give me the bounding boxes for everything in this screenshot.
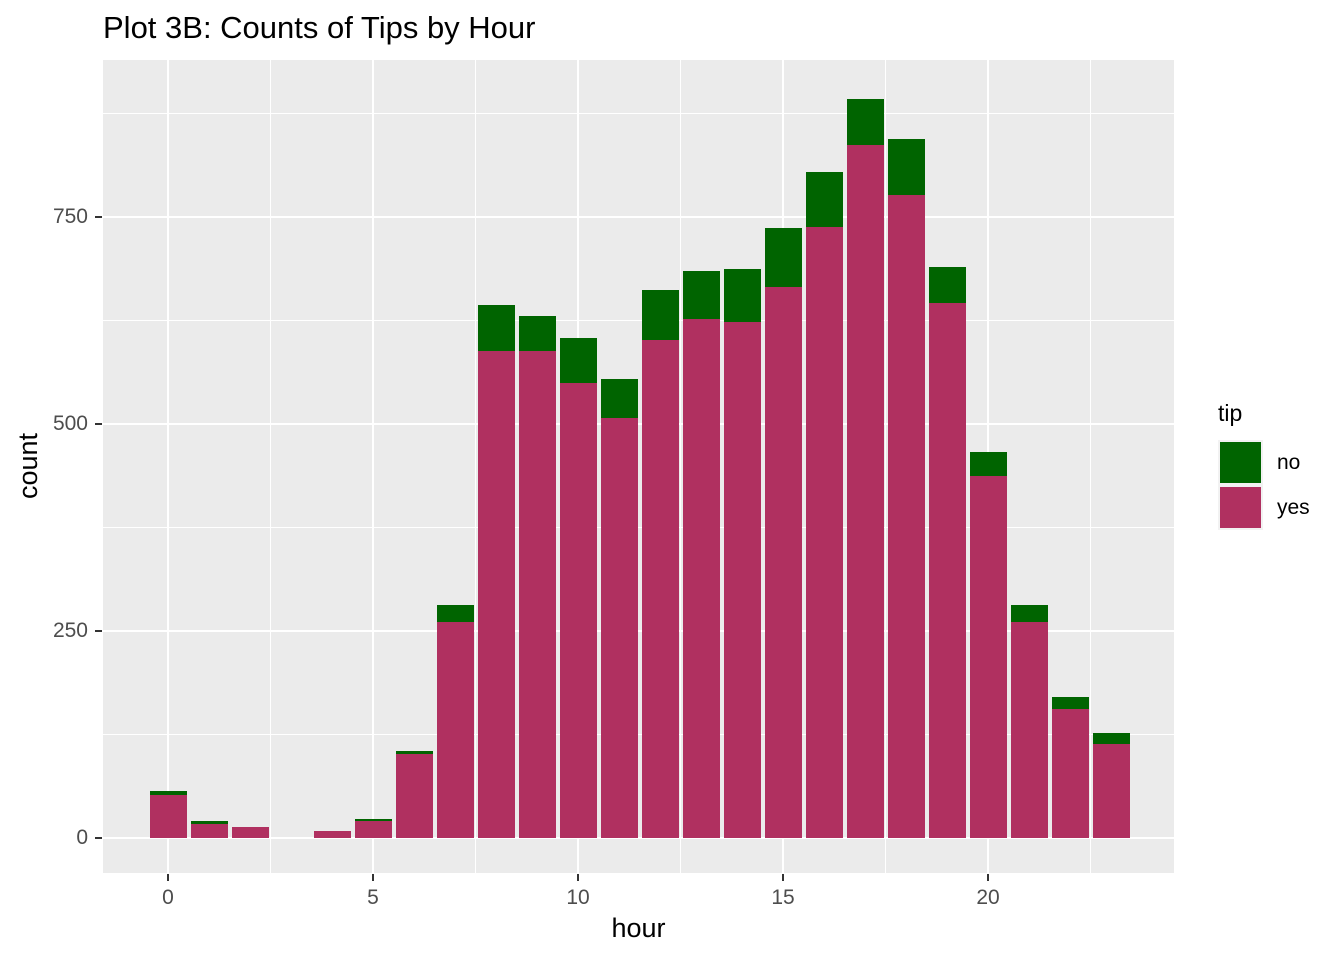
bar-yes-hour-2 <box>231 827 269 838</box>
y-tick-label: 500 <box>52 412 88 435</box>
x-tick-label: 5 <box>367 886 379 909</box>
legend-key-background <box>1218 440 1263 485</box>
minor-gridline-y <box>103 527 1174 528</box>
bar-no-hour-15 <box>764 227 802 287</box>
legend: tip no yes <box>1218 400 1310 530</box>
minor-gridline-x <box>885 60 886 873</box>
x-tick-label: 10 <box>566 886 590 909</box>
major-gridline-y <box>103 423 1174 425</box>
bar-no-hour-12 <box>641 289 679 340</box>
bar-no-hour-8 <box>477 304 515 352</box>
bar-no-hour-10 <box>559 337 597 384</box>
y-tick-label: 0 <box>76 826 88 849</box>
bar-no-hour-21 <box>1010 605 1048 622</box>
bar-yes-hour-7 <box>436 621 474 838</box>
x-tick-mark <box>577 874 579 881</box>
bar-no-hour-5 <box>354 818 392 821</box>
plot-panel <box>103 60 1174 873</box>
bar-yes-hour-23 <box>1092 743 1130 838</box>
chart-title: Plot 3B: Counts of Tips by Hour <box>103 10 536 45</box>
major-gridline-y <box>103 837 1174 839</box>
bar-yes-hour-0 <box>149 794 187 838</box>
bar-yes-hour-14 <box>723 322 761 838</box>
minor-gridline-x <box>1090 60 1091 873</box>
legend-key-yes: yes <box>1218 485 1310 530</box>
bar-yes-hour-8 <box>477 351 515 838</box>
bar-no-hour-16 <box>805 172 843 227</box>
legend-key-background <box>1218 485 1263 530</box>
legend-label-yes: yes <box>1277 495 1310 519</box>
bar-no-hour-11 <box>600 379 638 419</box>
y-axis-title: count <box>13 432 43 500</box>
bar-no-hour-14 <box>723 269 761 323</box>
bar-no-hour-22 <box>1051 697 1089 709</box>
x-axis-title: hour <box>611 913 666 943</box>
no-swatch <box>1220 442 1261 483</box>
bar-yes-hour-22 <box>1051 708 1089 838</box>
bar-yes-hour-21 <box>1010 621 1048 838</box>
x-tick-label: 0 <box>162 886 174 909</box>
bar-yes-hour-20 <box>969 476 1007 838</box>
x-tick-mark <box>782 874 784 881</box>
bar-yes-hour-16 <box>805 226 843 838</box>
bar-yes-hour-1 <box>190 823 228 838</box>
bar-yes-hour-19 <box>928 303 966 838</box>
legend-label-no: no <box>1277 450 1301 474</box>
legend-key-no: no <box>1218 440 1310 485</box>
major-gridline-x <box>167 60 169 873</box>
bar-no-hour-20 <box>969 452 1007 477</box>
y-tick-mark <box>95 630 102 632</box>
minor-gridline-y <box>103 320 1174 321</box>
bar-yes-hour-10 <box>559 383 597 838</box>
y-tick-label: 250 <box>52 619 88 642</box>
bar-yes-hour-15 <box>764 286 802 838</box>
y-tick-mark <box>95 423 102 425</box>
bar-no-hour-9 <box>518 316 556 352</box>
bar-yes-hour-9 <box>518 351 556 838</box>
minor-gridline-x <box>475 60 476 873</box>
bar-yes-hour-12 <box>641 339 679 838</box>
yes-swatch <box>1220 487 1261 528</box>
minor-gridline-x <box>680 60 681 873</box>
bar-no-hour-1 <box>190 821 228 824</box>
minor-gridline-y <box>103 734 1174 735</box>
x-tick-label: 20 <box>976 886 1000 909</box>
x-tick-label: 15 <box>771 886 795 909</box>
bar-yes-hour-5 <box>354 820 392 838</box>
bar-yes-hour-18 <box>887 195 925 838</box>
bar-no-hour-17 <box>846 98 884 145</box>
y-tick-mark <box>95 216 102 218</box>
bar-no-hour-7 <box>436 605 474 622</box>
bar-no-hour-0 <box>149 790 187 795</box>
bar-no-hour-23 <box>1092 732 1130 744</box>
major-gridline-x <box>372 60 374 873</box>
major-gridline-y <box>103 216 1174 218</box>
legend-title: tip <box>1218 400 1243 426</box>
y-tick-label: 750 <box>52 205 88 228</box>
legend-keys: no yes <box>1218 440 1310 530</box>
x-tick-mark <box>167 874 169 881</box>
major-gridline-y <box>103 630 1174 632</box>
bar-no-hour-19 <box>928 266 966 304</box>
bar-yes-hour-6 <box>395 754 433 838</box>
bar-no-hour-6 <box>395 751 433 755</box>
bar-yes-hour-13 <box>682 318 720 838</box>
bar-yes-hour-11 <box>600 418 638 838</box>
bar-yes-hour-4 <box>313 831 351 838</box>
minor-gridline-y <box>103 113 1174 114</box>
minor-gridline-x <box>270 60 271 873</box>
y-tick-mark <box>95 837 102 839</box>
bar-no-hour-13 <box>682 270 720 319</box>
bar-yes-hour-17 <box>846 144 884 838</box>
x-tick-mark <box>372 874 374 881</box>
bar-no-hour-18 <box>887 139 925 196</box>
x-tick-mark <box>987 874 989 881</box>
